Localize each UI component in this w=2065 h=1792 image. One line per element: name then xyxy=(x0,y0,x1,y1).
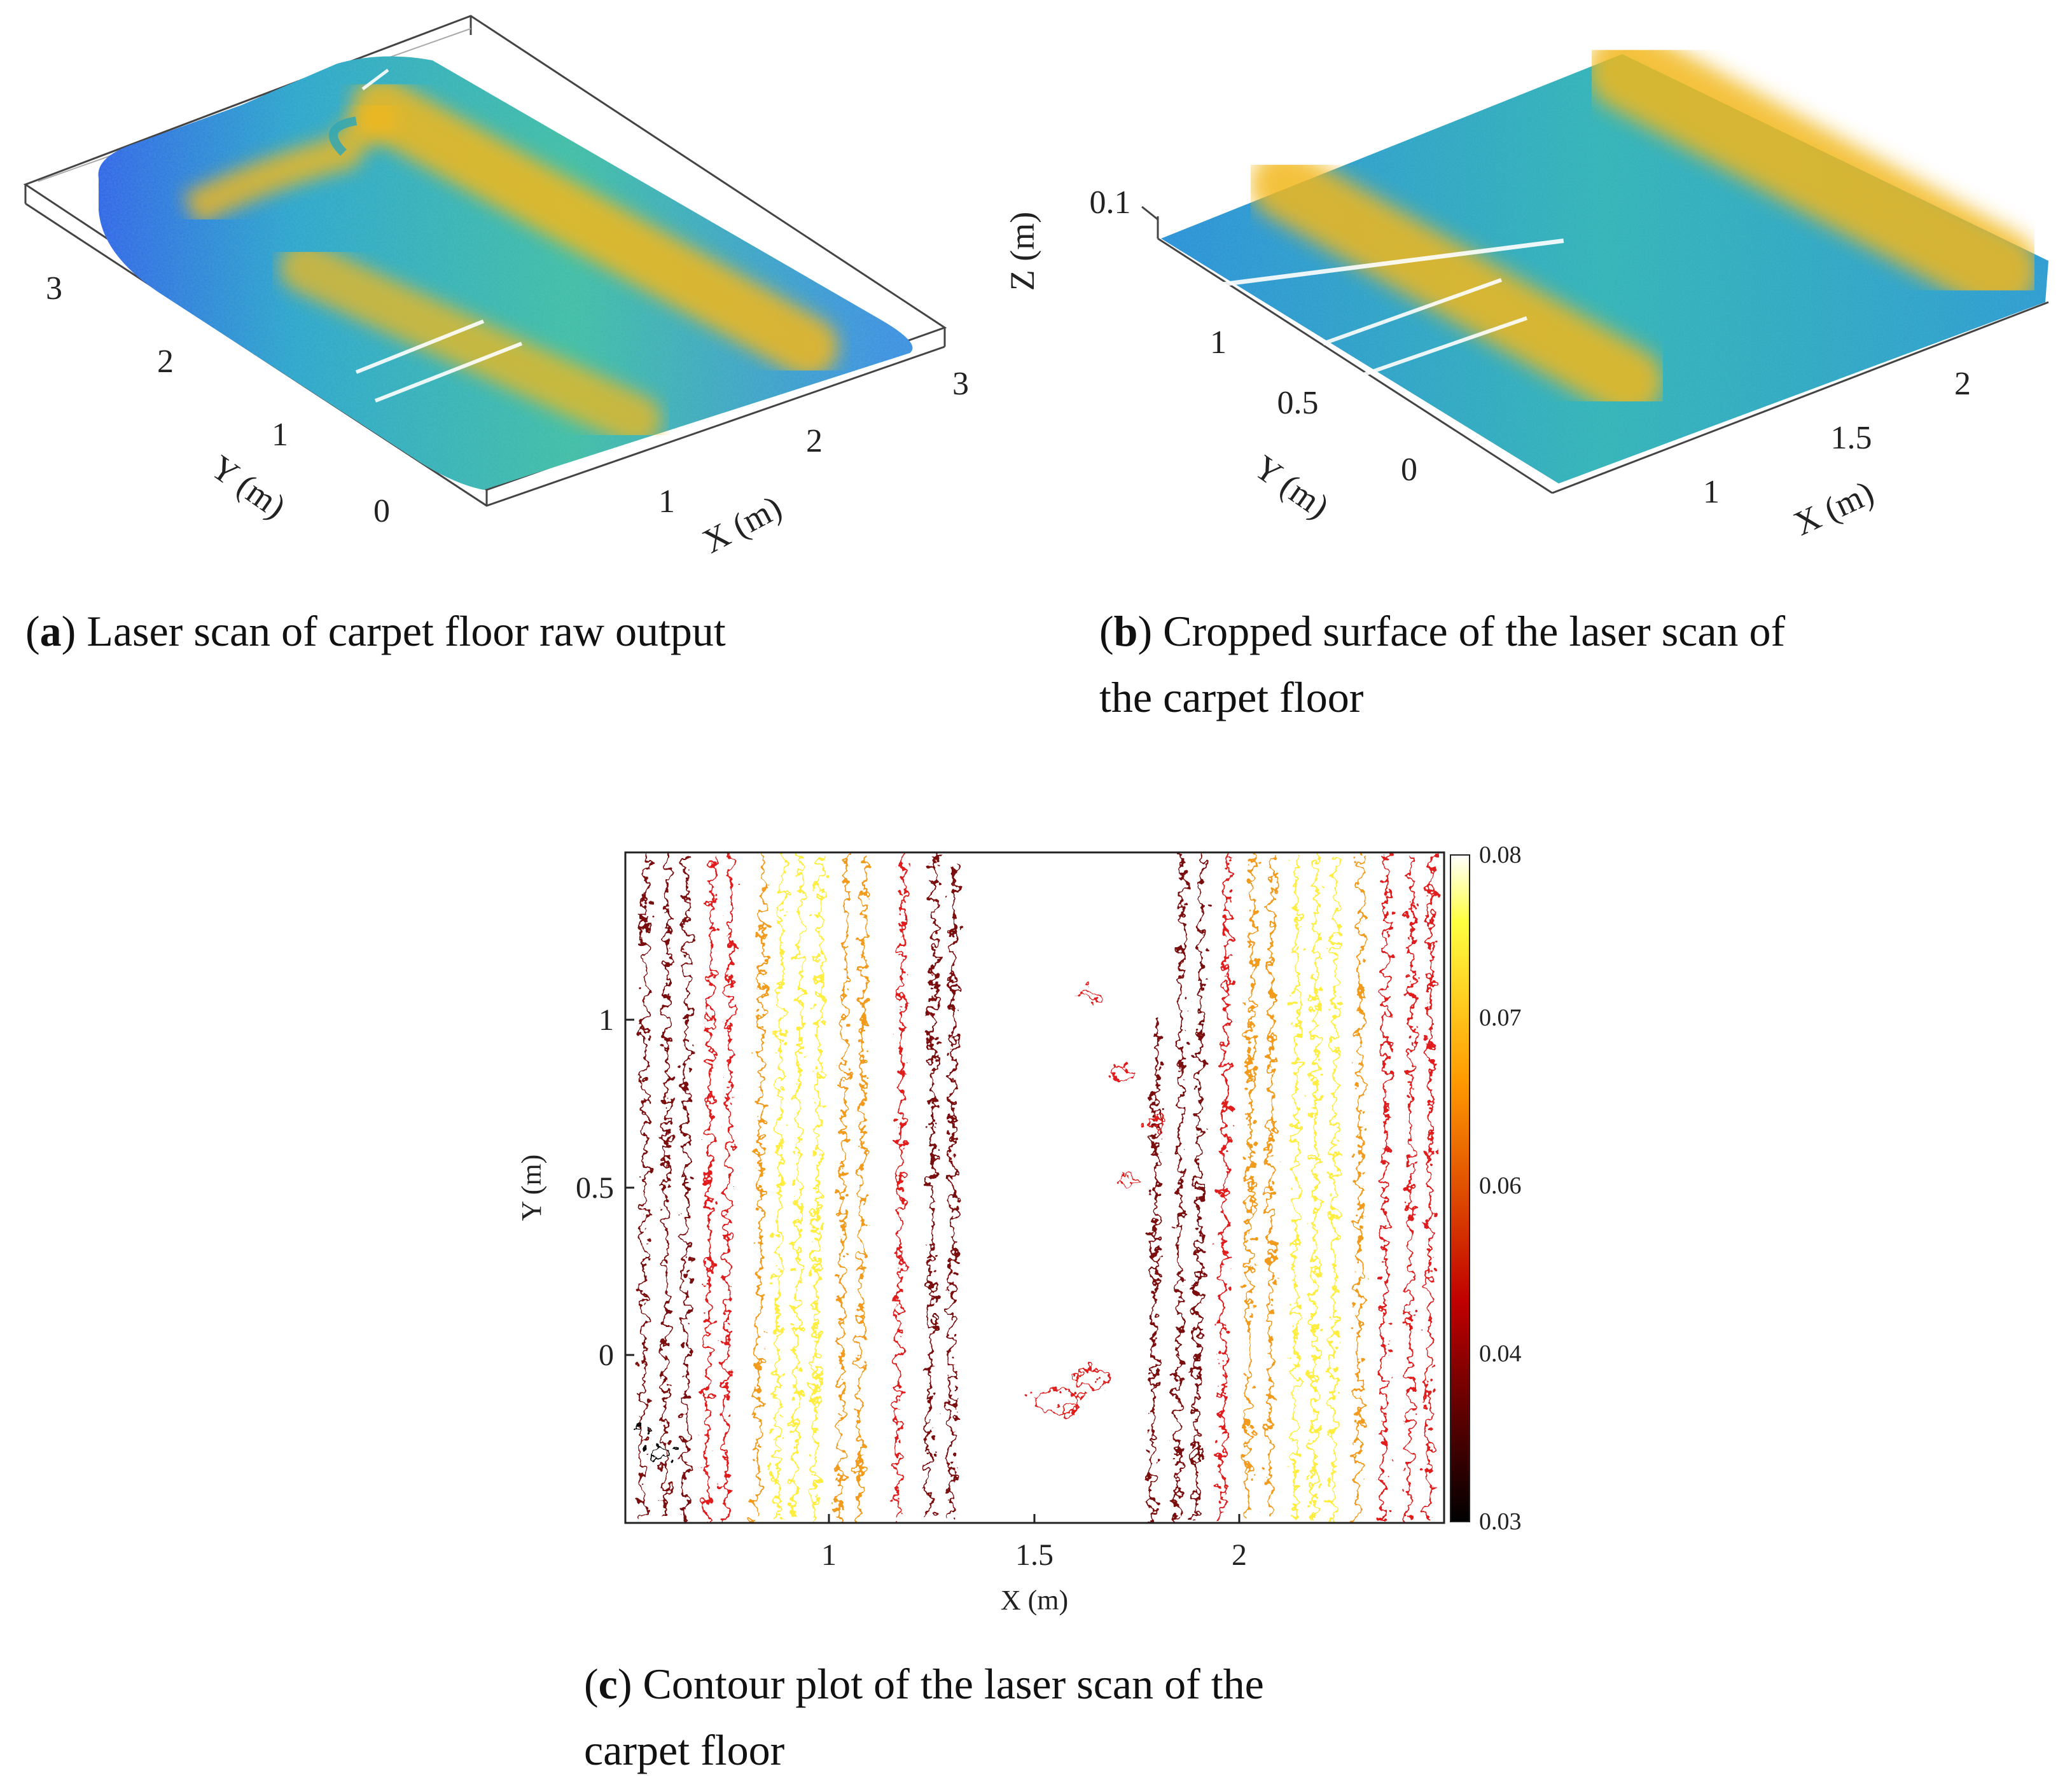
z-ticks-b: 0.1 xyxy=(1090,184,1131,221)
panel-a-chart: 0 1 2 3 1 2 3 Y (m) X (m) xyxy=(23,15,969,560)
y-ticks-b: 0 0.5 1 xyxy=(1210,324,1417,488)
z-label-b: Z (m) xyxy=(1003,212,1041,291)
contour-lines-orange-left xyxy=(756,852,866,1521)
colorbar-c xyxy=(1450,854,1470,1522)
contour-lines-orange-right xyxy=(1246,852,1363,1521)
point-cloud-a xyxy=(98,56,913,490)
y-tick-c-2: 1 xyxy=(599,1003,614,1037)
x-tick-b-3: 2 xyxy=(1954,366,1971,402)
x-ticks-a: 1 2 3 xyxy=(658,366,969,520)
cbar-tick-0.04: 0.04 xyxy=(1479,1340,1522,1367)
y-label-c: Y (m) xyxy=(516,1155,547,1221)
x-tick-b-2: 1.5 xyxy=(1831,420,1872,456)
z-tick-b-0: 0.1 xyxy=(1090,184,1131,221)
x-ticks-b: 1 1.5 2 xyxy=(1703,366,1971,510)
y-label-a: Y (m) xyxy=(204,448,293,526)
x-tick-c-3: 2 xyxy=(1232,1538,1247,1572)
x-tick-a-2: 2 xyxy=(806,423,823,459)
point-cloud-b xyxy=(1161,29,2048,483)
x-tick-b-1: 1 xyxy=(1703,474,1720,510)
contour-lines-yellow-left xyxy=(775,852,822,1521)
contour-blobs-black xyxy=(635,1422,672,1461)
x-tick-marks-c xyxy=(828,1514,1241,1523)
contour-lines-dark-left xyxy=(641,852,956,1521)
x-ticks-c: 1 1.5 2 xyxy=(821,1538,1247,1572)
plot-frame-c xyxy=(624,851,1445,1524)
cbar-tick-0.03: 0.03 xyxy=(1479,1508,1522,1535)
x-tick-a-1: 1 xyxy=(658,483,675,520)
cbar-tick-0.06: 0.06 xyxy=(1479,1172,1522,1199)
y-ticks-c: 0 0.5 1 xyxy=(576,1003,614,1372)
x-label-a: X (m) xyxy=(697,488,788,560)
caption-c: (c) Contour plot of the laser scan of th… xyxy=(584,1660,1264,1774)
y-tick-b-2: 1 xyxy=(1210,324,1227,361)
y-tick-a-2: 2 xyxy=(157,344,174,380)
y-ticks-a: 0 1 2 3 xyxy=(46,270,390,529)
y-tick-b-0: 0 xyxy=(1401,452,1417,488)
y-label-b: Y (m) xyxy=(1247,448,1336,526)
colorbar-ticks-c: 0.08 0.07 0.06 0.04 0.03 xyxy=(1479,842,1522,1535)
contour-lines-yellow-right xyxy=(1293,852,1337,1521)
x-label-b: X (m) xyxy=(1788,473,1880,543)
cbar-tick-0.08: 0.08 xyxy=(1479,842,1522,868)
contour-blobs-centre xyxy=(1030,989,1164,1413)
x-tick-c-1: 1 xyxy=(821,1538,837,1572)
y-tick-c-1: 0.5 xyxy=(576,1171,614,1205)
contour-lines-dark-right xyxy=(1150,852,1204,1521)
y-tick-a-1: 1 xyxy=(272,417,288,453)
cbar-tick-0.07: 0.07 xyxy=(1479,1004,1522,1031)
y-tick-a-0: 0 xyxy=(373,493,390,529)
x-tick-a-3: 3 xyxy=(952,366,969,402)
axes-box-b xyxy=(1157,216,2049,494)
y-tick-c-0: 0 xyxy=(599,1338,614,1372)
x-label-c: X (m) xyxy=(1001,1585,1068,1616)
x-tick-c-2: 1.5 xyxy=(1015,1538,1053,1572)
y-tick-marks-c xyxy=(625,1018,634,1356)
contour-area-c xyxy=(635,852,1433,1521)
y-tick-b-1: 0.5 xyxy=(1277,385,1319,421)
contour-lines-red-right xyxy=(1220,852,1433,1521)
caption-a: (a) Laser scan of carpet floor raw outpu… xyxy=(25,607,726,655)
contour-lines-red-left xyxy=(705,852,905,1521)
y-tick-a-3: 3 xyxy=(46,270,62,307)
caption-b: (b) Cropped surface of the laser scan of… xyxy=(1099,607,1786,721)
